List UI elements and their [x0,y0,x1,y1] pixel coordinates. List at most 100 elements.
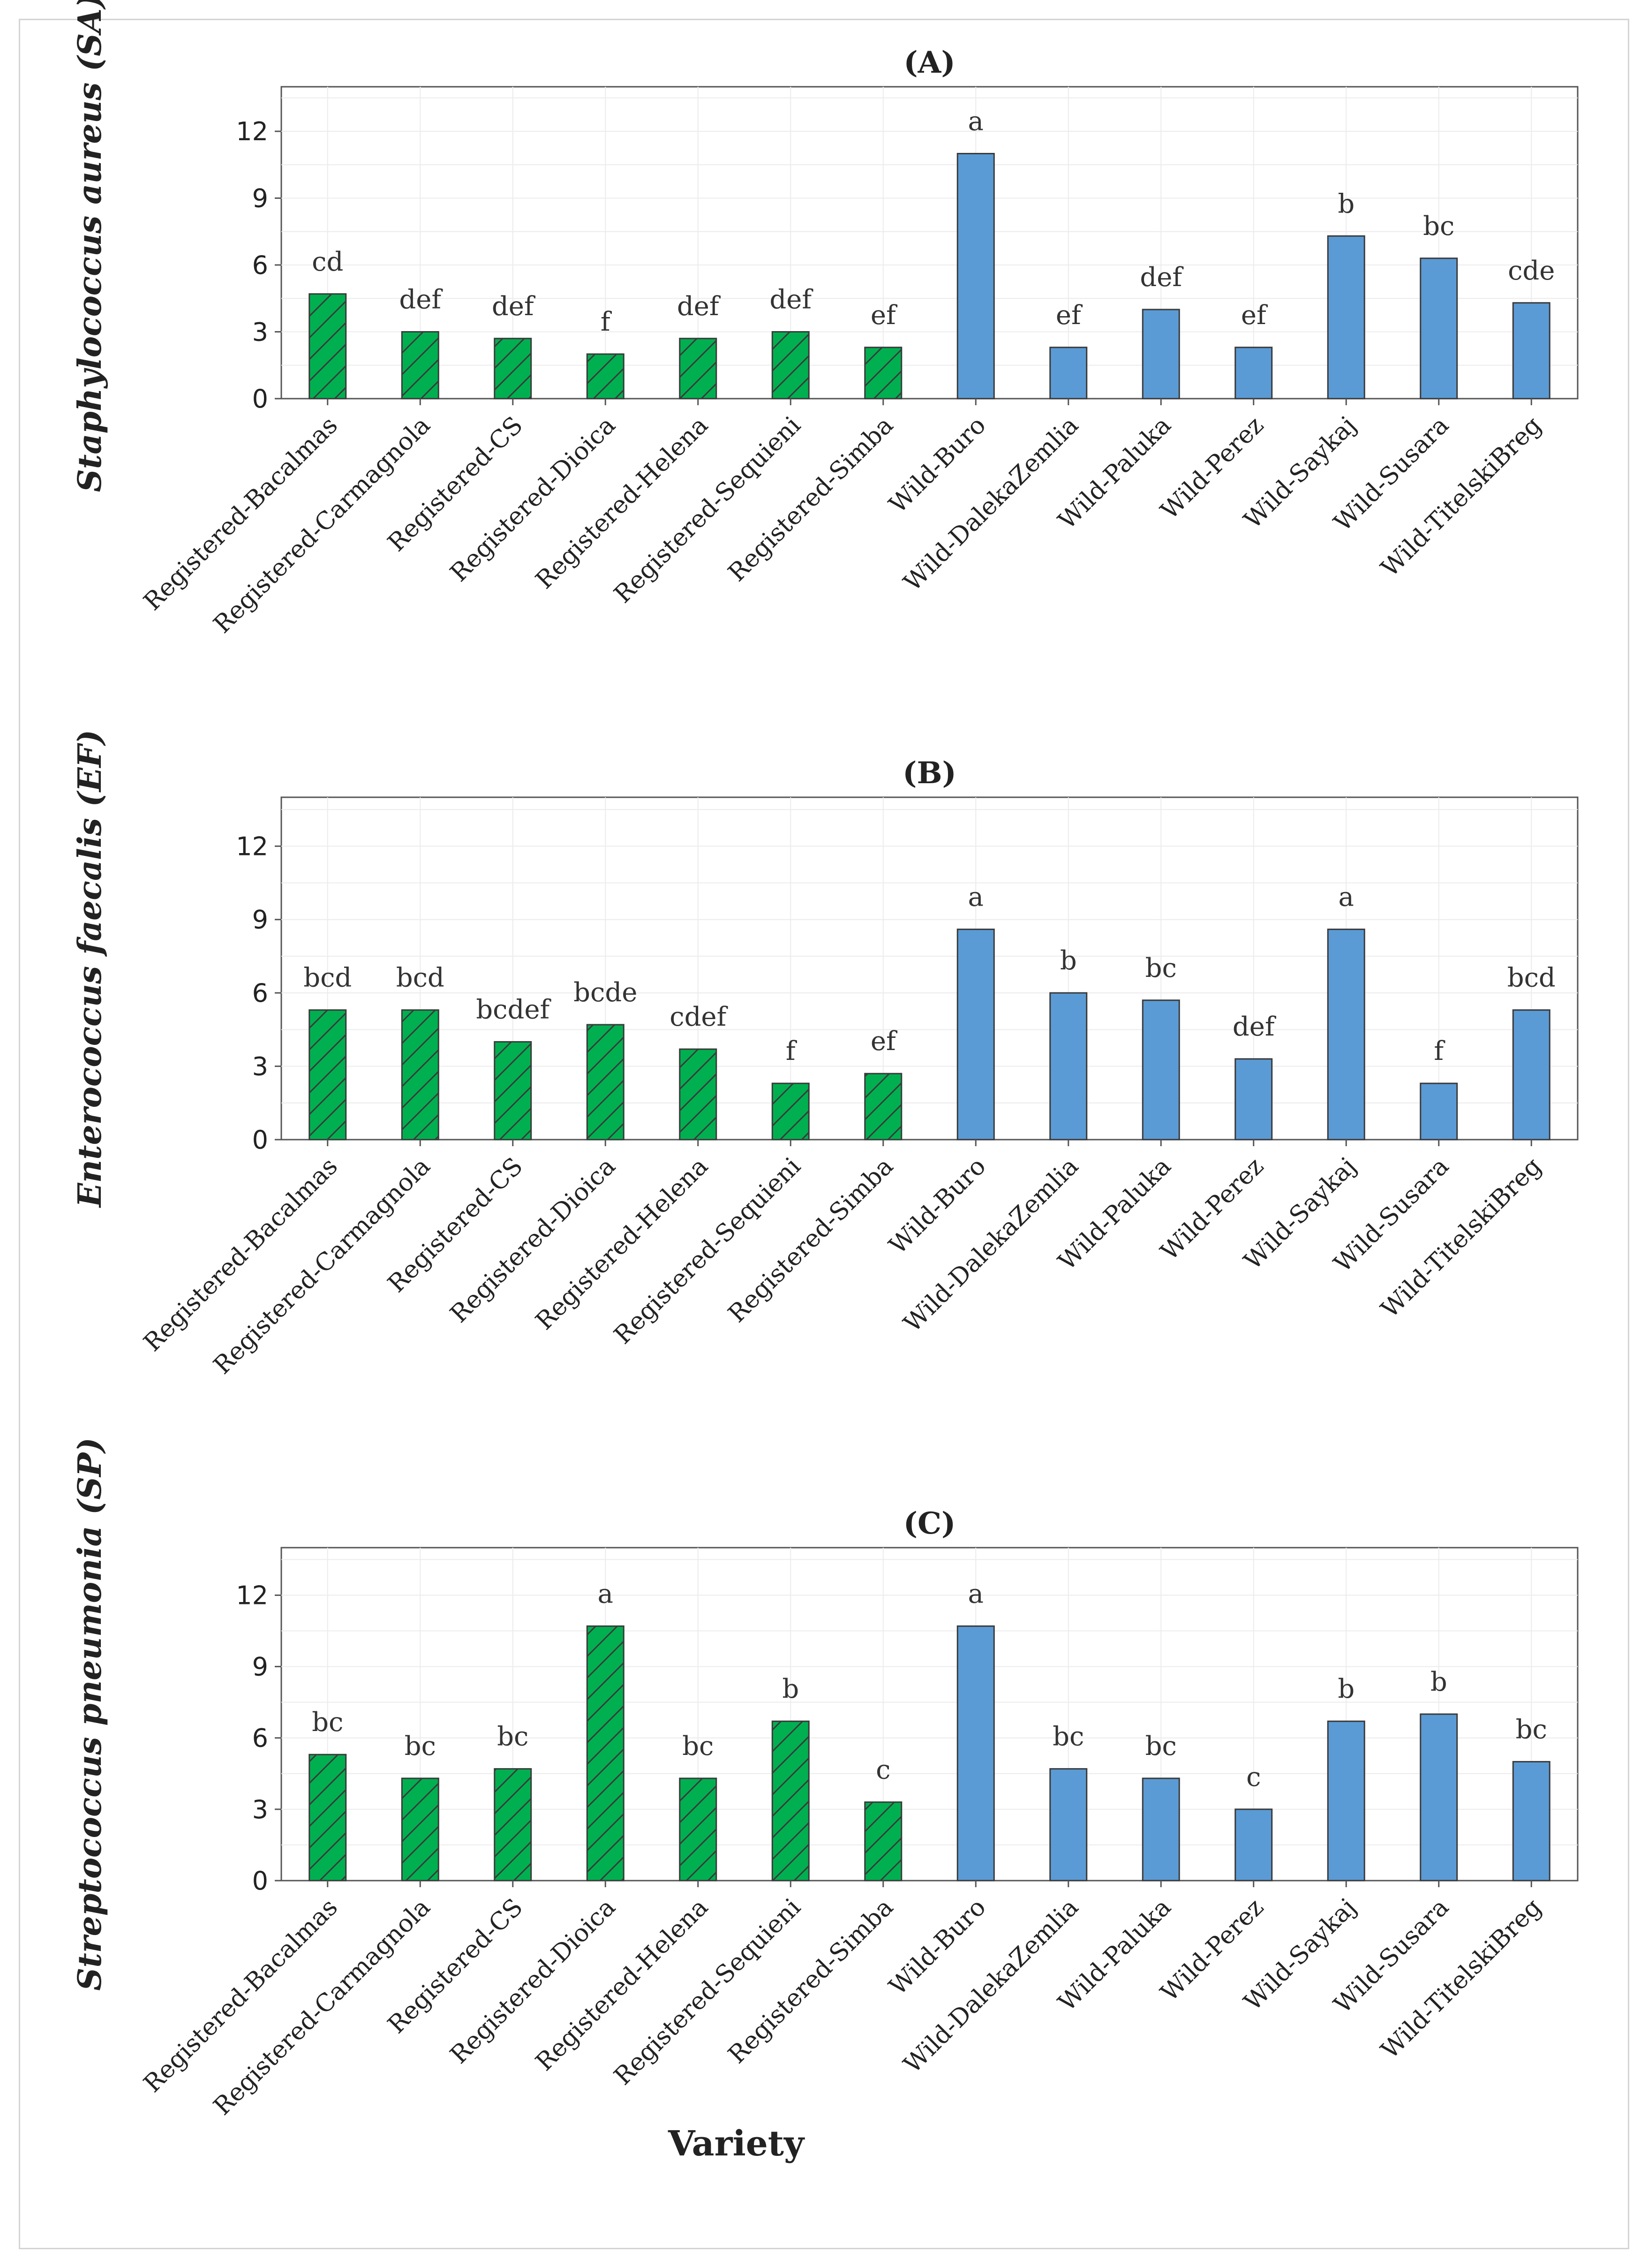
y-tick-label: 6 [252,978,268,1008]
significance-letter: def [399,285,443,315]
panel-title: (B) [903,756,956,791]
x-tick-label: Registered-Bacalmas [138,1893,343,2098]
bar-registered-simba [864,1073,903,1141]
x-tick-label: Registered-Sequieni [609,411,806,609]
bar-wild-paluka [1142,1777,1180,1882]
x-tick-label: Registered-Sequieni [609,1893,806,2091]
bar-registered-sequieni [771,331,810,400]
bar-registered-dioica [586,1024,625,1141]
x-axis-label: Variety [668,2124,805,2164]
x-tick-label: Wild-DalekaZemlia [898,1893,1084,2079]
bar-wild-saykaj [1327,929,1365,1141]
bar-registered-bacalmas [309,293,347,400]
significance-letter: b [782,1674,799,1704]
x-tick-label: Registered-Dioica [445,1152,621,1329]
panel-title: (C) [903,1506,956,1541]
significance-letter: ef [1056,300,1083,331]
bar-wild-perez [1234,347,1273,400]
significance-letter: bcd [303,963,352,993]
y-tick-label: 9 [252,1652,268,1682]
significance-letter: bcde [573,977,637,1008]
bar-wild-saykaj [1327,235,1365,400]
significance-letter: def [492,291,536,322]
plot-area [280,86,1579,400]
y-tick-label: 3 [252,1052,268,1081]
y-axis-label: Enterococcus faecalis (EF) [71,730,109,1208]
y-tick-label: 0 [252,384,268,414]
significance-letter: def [1233,1012,1277,1042]
bar-wild-buro [956,153,995,400]
y-tick-label: 3 [252,1795,268,1824]
significance-letter: def [677,291,721,322]
bar-wild-paluka [1142,309,1180,400]
significance-letter: a [968,1579,984,1609]
significance-letter: c [1246,1762,1261,1792]
x-tick-label: Registered-Simba [723,1893,899,2069]
significance-letter: c [876,1755,890,1785]
bar-wild-dalekazemlia [1049,992,1088,1141]
bar-wild-dalekazemlia [1049,1768,1088,1882]
bar-wild-titelskibreg [1512,1761,1550,1882]
figure-frame [19,19,1629,2249]
bar-wild-buro [956,1625,995,1882]
bar-wild-susara [1420,257,1458,400]
significance-letter: b [1430,1667,1447,1697]
bar-wild-buro [956,929,995,1141]
panel-a: (A) 0 3 6 9 12 Staphylococcus aureus (SA) cd Reg… [71,0,1579,639]
significance-letter: bcd [1507,963,1556,993]
y-tick-label: 6 [252,250,268,280]
significance-letter: a [1339,882,1354,913]
y-tick-label: 6 [252,1724,268,1753]
x-tick-label: Registered-Dioica [445,1893,621,2070]
x-tick-label: Registered-Simba [723,411,899,587]
bar-wild-susara [1420,1713,1458,1882]
significance-letter: a [598,1579,613,1609]
panel-title: (A) [903,45,955,80]
bar-wild-perez [1234,1058,1273,1141]
bar-wild-saykaj [1327,1720,1365,1882]
significance-letter: bcdef [476,994,551,1025]
y-axis-label: Streptococcus pneumonia (SP) [71,1437,109,1990]
significance-letter: bc [1516,1714,1547,1745]
significance-letter: b [1338,189,1355,219]
significance-letter: bc [1053,1722,1084,1752]
x-tick-label: Registered-Helena [530,411,714,595]
significance-letter: cd [312,247,343,277]
significance-letter: cde [1508,256,1555,286]
plot-area [280,1547,1579,1882]
significance-letter: bc [1145,953,1177,983]
bar-wild-titelskibreg [1512,1009,1550,1141]
y-tick-label: 9 [252,905,268,935]
bar-registered-simba [864,1801,903,1882]
x-tick-label: Wild-DalekaZemlia [898,411,1084,597]
x-tick-label: Registered-Helena [530,1893,714,2077]
significance-letter: def [769,285,813,315]
bar-registered-carmagnola [401,1777,439,1882]
bar-wild-titelskibreg [1512,302,1550,400]
y-tick-label: 3 [252,318,268,347]
x-tick-label: Registered-Dioica [445,411,621,588]
x-tick-label: Registered-Bacalmas [138,411,343,616]
panel-b: (B) 0 3 6 9 12 Enterococcus faecalis (EF) bcd Re… [71,730,1579,1380]
x-tick-label: Wild-TitelskiBreg [1376,1893,1547,2064]
bar-registered-bacalmas [309,1009,347,1141]
bar-registered-carmagnola [401,1009,439,1141]
significance-letter: bcd [396,963,444,993]
bar-registered-cs [494,338,532,400]
bar-registered-helena [679,338,717,400]
x-tick-label: Wild-TitelskiBreg [1376,411,1547,582]
bar-registered-bacalmas [309,1754,347,1882]
significance-letter: a [968,882,984,913]
x-tick-label: Wild-TitelskiBreg [1376,1152,1547,1323]
bar-registered-cs [494,1041,532,1141]
bar-registered-cs [494,1768,532,1882]
bar-registered-dioica [586,1625,625,1882]
y-tick-label: 0 [252,1125,268,1155]
significance-letter: ef [1241,300,1268,331]
bar-registered-helena [679,1048,717,1141]
x-tick-label: Wild-DalekaZemlia [898,1152,1084,1338]
bar-wild-paluka [1142,999,1180,1141]
significance-letter: bc [1145,1731,1177,1761]
